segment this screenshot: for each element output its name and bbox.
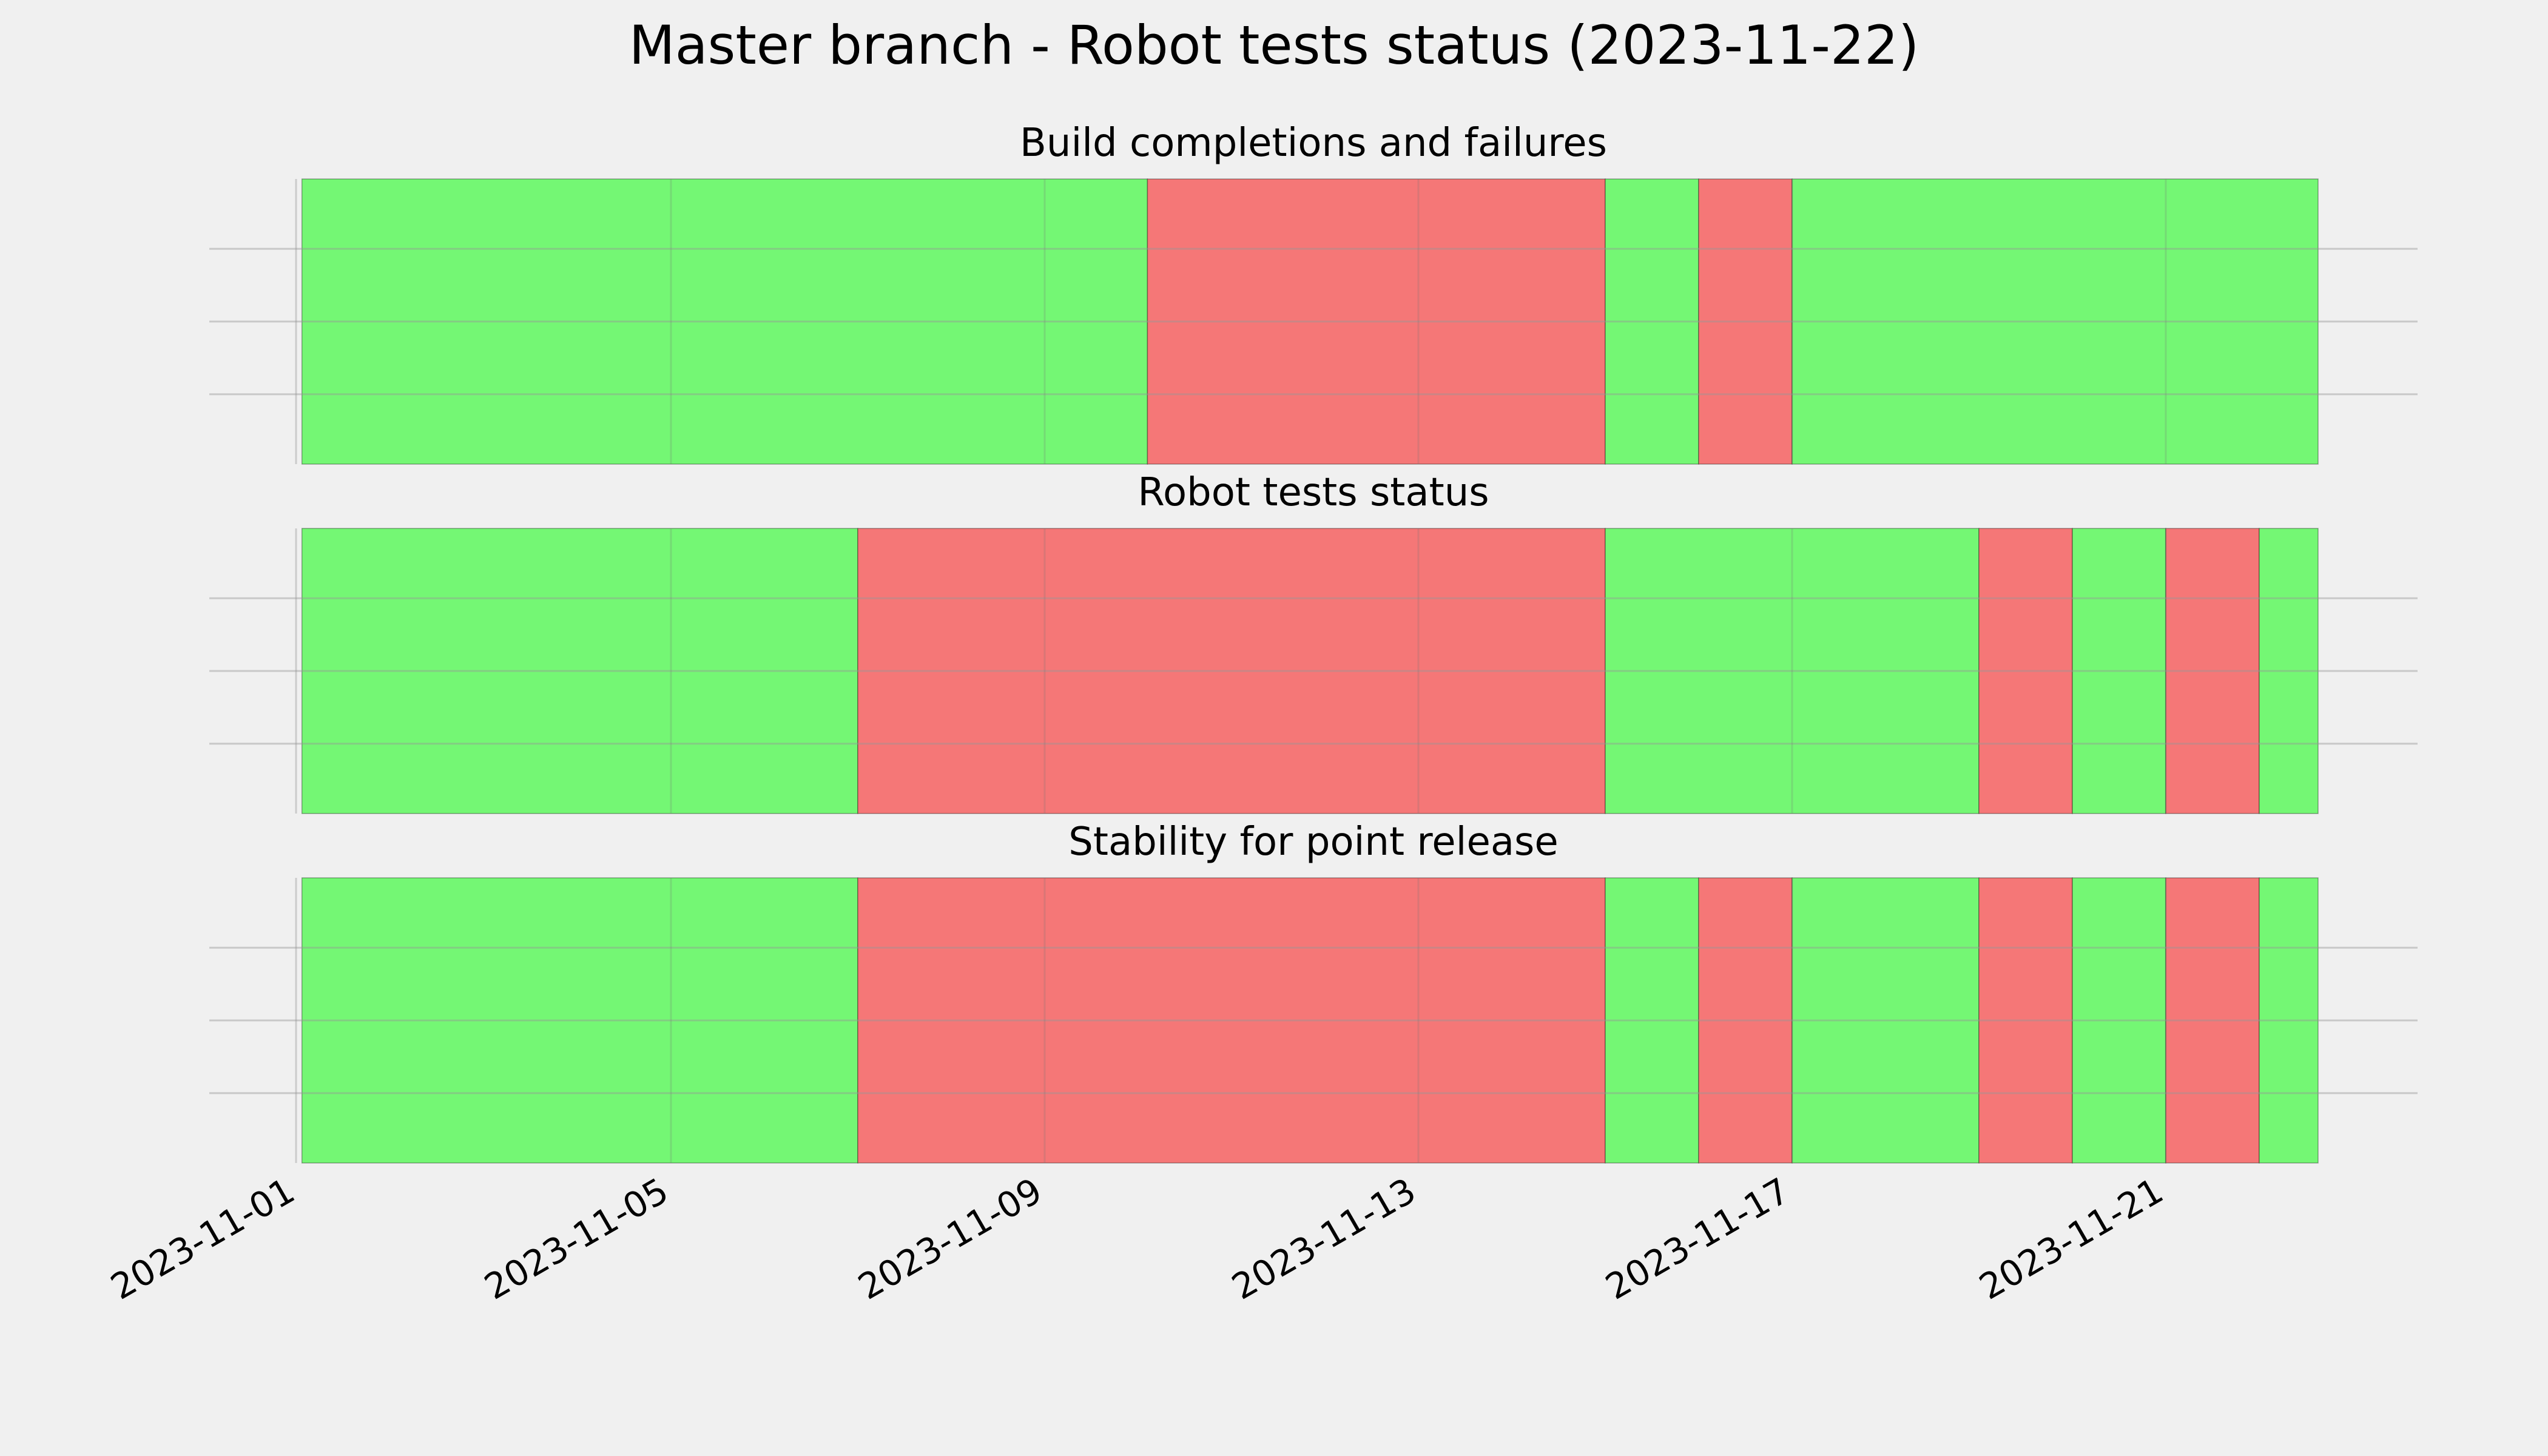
status-segment-fail xyxy=(1978,877,2073,1164)
status-segment-pass xyxy=(1605,528,1980,814)
x-tick-label: 2023-11-05 xyxy=(477,1170,675,1307)
x-tick-label: 2023-11-17 xyxy=(1599,1170,1796,1307)
panel-title: Stability for point release xyxy=(1068,820,1559,864)
status-segment-pass xyxy=(1605,178,1699,465)
status-segment-fail xyxy=(857,877,1606,1164)
status-segment-fail xyxy=(1147,178,1606,465)
chart-title: Master branch - Robot tests status (2023… xyxy=(629,14,1919,76)
status-segment-fail xyxy=(857,528,1606,814)
status-segment-pass xyxy=(1791,178,2319,465)
status-segment-fail xyxy=(1978,528,2073,814)
panel-2: Robot tests status xyxy=(209,470,2418,814)
status-segment-pass xyxy=(301,528,858,814)
status-segment-pass xyxy=(2072,528,2166,814)
status-segment-fail xyxy=(2165,528,2260,814)
x-tick-label: 2023-11-01 xyxy=(104,1170,302,1307)
panel-1: Build completions and failures xyxy=(209,121,2418,465)
status-segment-fail xyxy=(1698,877,1793,1164)
status-segment-fail xyxy=(2165,877,2260,1164)
panel-3: Stability for point release xyxy=(209,820,2418,1164)
x-tick-label: 2023-11-13 xyxy=(1225,1170,1423,1307)
x-tick-label: 2023-11-21 xyxy=(1972,1170,2170,1307)
panel-title: Build completions and failures xyxy=(1020,121,1607,166)
status-segment-pass xyxy=(301,178,1148,465)
status-segment-pass xyxy=(2259,528,2319,814)
panel-title: Robot tests status xyxy=(1138,470,1489,515)
x-tick-label: 2023-11-09 xyxy=(851,1170,1049,1307)
status-segment-pass xyxy=(1605,877,1699,1164)
status-segment-pass xyxy=(2259,877,2319,1164)
status-segment-pass xyxy=(1791,877,1980,1164)
